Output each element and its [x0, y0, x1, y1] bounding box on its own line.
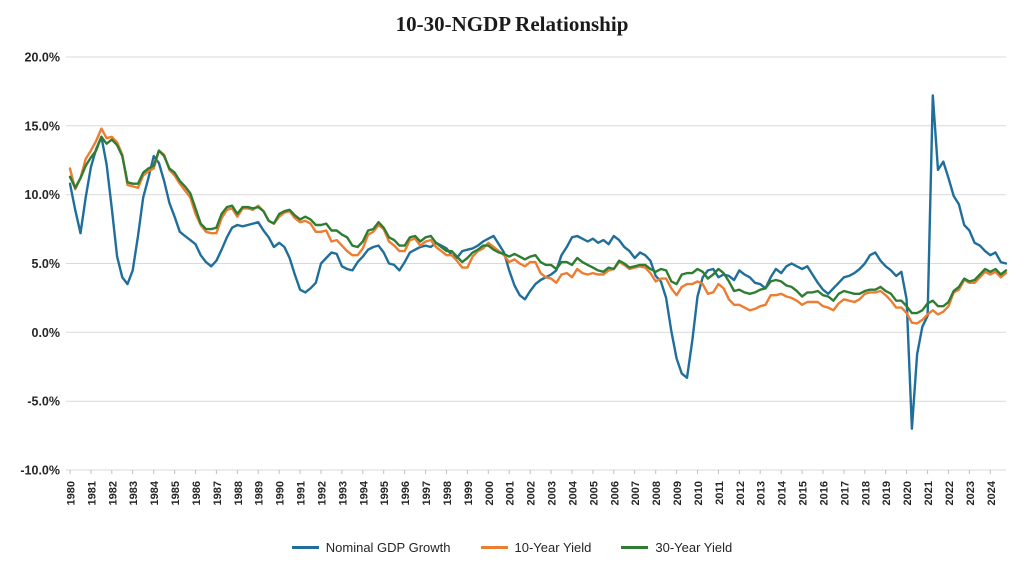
- x-axis-label: 1981: [86, 481, 98, 505]
- x-axis-label: 1989: [254, 481, 266, 505]
- x-axis-label: 2008: [651, 481, 663, 505]
- x-axis-label: 1991: [296, 481, 308, 505]
- chart-title: 10-30-NGDP Relationship: [395, 12, 629, 36]
- legend-swatch-10-year-yield: [480, 546, 508, 549]
- legend-label-nominal-gdp-growth: Nominal GDP Growth: [325, 540, 451, 555]
- x-axis-label: 2007: [630, 481, 642, 505]
- x-axis-label: 2011: [714, 481, 726, 505]
- x-axis-label: 1996: [400, 481, 412, 505]
- legend-item-10-year-yield: 10-Year Yield: [480, 540, 592, 555]
- x-axis-label: 2020: [902, 481, 914, 505]
- x-axis-label: 2014: [777, 480, 789, 505]
- x-axis-label: 1993: [337, 481, 349, 505]
- y-axis-label: 10.0%: [25, 188, 60, 202]
- legend-item-30-year-yield: 30-Year Yield: [621, 540, 732, 555]
- x-axis-label: 2016: [819, 481, 831, 505]
- x-axis-label: 1998: [442, 481, 454, 505]
- x-axis-label: 1995: [379, 481, 391, 505]
- x-axis-label: 2021: [923, 481, 935, 505]
- y-axis-label: 15.0%: [25, 119, 60, 133]
- x-axis-label: 1987: [212, 481, 224, 505]
- x-axis-label: 2002: [526, 481, 538, 505]
- legend-swatch-30-year-yield: [621, 546, 649, 549]
- chart-legend: Nominal GDP Growth 10-Year Yield 30-Year Y…: [0, 540, 1024, 555]
- x-axis-label: 2004: [568, 480, 580, 505]
- x-axis-label: 1994: [358, 480, 370, 505]
- x-axis-label: 1990: [275, 481, 287, 505]
- x-axis-label: 2018: [860, 481, 872, 505]
- x-axis-label: 1999: [463, 481, 475, 505]
- x-axis-label: 2013: [756, 481, 768, 505]
- x-axis-label: 2000: [484, 481, 496, 505]
- y-axis-label: 20.0%: [25, 51, 60, 65]
- series-line-30-year-yield: [68, 135, 1008, 315]
- x-axis-label: 1997: [421, 481, 433, 505]
- legend-swatch-nominal-gdp-growth: [291, 546, 319, 549]
- y-axis-label: -10.0%: [20, 464, 60, 478]
- x-axis-label: 2022: [944, 481, 956, 505]
- y-axis-label: 5.0%: [32, 257, 61, 271]
- x-axis-label: 2006: [609, 481, 621, 505]
- x-axis-label: 2009: [672, 481, 684, 505]
- x-axis-label: 2023: [965, 481, 977, 505]
- x-axis-label: 1985: [170, 481, 182, 505]
- y-axis-label: 0.0%: [32, 326, 61, 340]
- x-axis-label: 1980: [66, 481, 78, 505]
- x-axis-label: 1988: [233, 481, 245, 505]
- x-axis-label: 1984: [149, 480, 161, 505]
- x-axis-label: 2019: [881, 481, 893, 505]
- x-axis-label: 2017: [839, 481, 851, 505]
- x-axis-label: 1986: [191, 481, 203, 505]
- series-line-10-year-yield: [68, 127, 1008, 325]
- y-axis-label: -5.0%: [27, 395, 60, 409]
- x-axis-label: 1992: [317, 481, 329, 505]
- legend-label-10-year-yield: 10-Year Yield: [514, 540, 592, 555]
- x-axis-label: 2005: [588, 481, 600, 505]
- legend-label-30-year-yield: 30-Year Yield: [655, 540, 733, 555]
- x-axis-label: 2003: [547, 481, 559, 505]
- x-axis-label: 1983: [128, 481, 140, 505]
- x-axis-label: 2015: [798, 481, 810, 505]
- x-axis-label: 2010: [693, 481, 705, 505]
- legend-item-nominal-gdp-growth: Nominal GDP Growth: [291, 540, 451, 555]
- x-axis-label: 2012: [735, 481, 747, 505]
- x-axis-label: 2001: [505, 481, 517, 505]
- x-axis-label: 2024: [986, 480, 998, 505]
- x-axis-label: 1982: [107, 481, 119, 505]
- series-line-nominal-gdp-growth: [68, 94, 1008, 430]
